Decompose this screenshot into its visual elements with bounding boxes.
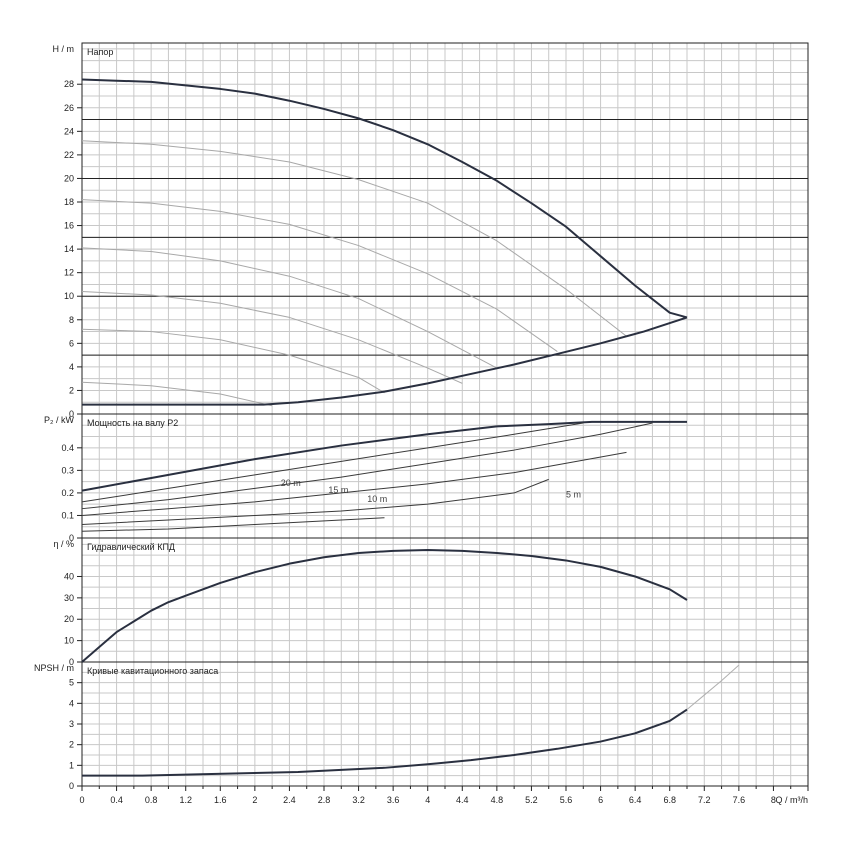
series-line xyxy=(81,420,687,492)
series-line xyxy=(81,247,498,369)
x-tick-label: 7.6 xyxy=(733,795,746,805)
x-tick-label: 0.4 xyxy=(110,795,123,805)
series-line xyxy=(81,422,653,510)
panel-title: Кривые кавитационного запаса xyxy=(87,666,218,676)
x-tick-label: 2 xyxy=(252,795,257,805)
series-line xyxy=(81,517,385,532)
y-tick-label: 10 xyxy=(64,636,74,646)
x-tick-label: 0.8 xyxy=(145,795,158,805)
series-line xyxy=(81,478,549,525)
y-axis-label: H / m xyxy=(53,44,75,54)
y-tick-label: 12 xyxy=(64,268,74,278)
series-line xyxy=(81,78,688,319)
y-tick-label: 20 xyxy=(64,614,74,624)
y-tick-label: 0 xyxy=(69,409,74,419)
y-tick-label: 0.4 xyxy=(61,443,74,453)
y-tick-label: 0 xyxy=(69,533,74,543)
series-line xyxy=(81,422,584,503)
series-line xyxy=(81,291,463,384)
y-tick-label: 20 xyxy=(64,173,74,183)
y-tick-label: 26 xyxy=(64,103,74,113)
series-line xyxy=(81,548,688,663)
series-line xyxy=(81,381,273,407)
y-tick-label: 28 xyxy=(64,79,74,89)
y-axis-label: η / % xyxy=(53,539,74,549)
panel-title: Мощность на валу P2 xyxy=(87,418,178,428)
x-tick-label: 8 xyxy=(771,795,776,805)
y-tick-label: 14 xyxy=(64,244,74,254)
series-line xyxy=(82,316,688,406)
y-tick-label: 10 xyxy=(64,291,74,301)
x-tick-label: 4.4 xyxy=(456,795,469,805)
y-tick-label: 1 xyxy=(69,760,74,770)
panel-title: Гидравлический КПД xyxy=(87,542,175,552)
y-tick-label: 0 xyxy=(69,781,74,791)
y-tick-label: 0.1 xyxy=(61,510,74,520)
x-tick-label: 2.8 xyxy=(318,795,331,805)
x-tick-label: 4.8 xyxy=(491,795,504,805)
x-tick-label: 0 xyxy=(79,795,84,805)
y-tick-label: 16 xyxy=(64,221,74,231)
y-tick-label: 18 xyxy=(64,197,74,207)
y-tick-label: 0 xyxy=(69,657,74,667)
grid-layer xyxy=(77,42,809,791)
curves-layer xyxy=(81,78,808,777)
curve-annotation: 10 m xyxy=(367,494,387,504)
series-line xyxy=(82,708,688,777)
y-tick-label: 3 xyxy=(69,719,74,729)
x-tick-label: 6 xyxy=(598,795,603,805)
y-tick-label: 0.2 xyxy=(61,488,74,498)
y-tick-label: 40 xyxy=(64,571,74,581)
curve-annotation: 15 m xyxy=(328,485,348,495)
y-tick-label: 6 xyxy=(69,338,74,348)
x-tick-label: 1.6 xyxy=(214,795,227,805)
series-line xyxy=(81,140,627,337)
y-tick-label: 30 xyxy=(64,593,74,603)
y-tick-label: 2 xyxy=(69,385,74,395)
y-tick-label: 22 xyxy=(64,150,74,160)
x-tick-label: 2.4 xyxy=(283,795,296,805)
y-tick-label: 8 xyxy=(69,315,74,325)
y-tick-label: 4 xyxy=(69,362,74,372)
series-line xyxy=(81,328,385,394)
x-tick-label: 4 xyxy=(425,795,430,805)
x-tick-label: 1.2 xyxy=(179,795,192,805)
y-tick-label: 0.3 xyxy=(61,465,74,475)
x-tick-label: 5.2 xyxy=(525,795,538,805)
x-tick-label: 5.6 xyxy=(560,795,573,805)
curve-annotation: 5 m xyxy=(566,489,581,499)
series-line xyxy=(686,664,740,710)
x-tick-label: 3.2 xyxy=(352,795,365,805)
x-tick-label: 3.6 xyxy=(387,795,400,805)
curve-annotation: 20 m xyxy=(281,478,301,488)
x-tick-label: 6.4 xyxy=(629,795,642,805)
y-axis-label: P₂ / kW xyxy=(44,415,74,425)
y-tick-label: 5 xyxy=(69,678,74,688)
y-tick-label: 2 xyxy=(69,740,74,750)
x-tick-label: 6.8 xyxy=(663,795,676,805)
series-line xyxy=(81,199,558,352)
panel-title: Напор xyxy=(87,47,113,57)
y-axis-label: NPSH / m xyxy=(34,663,74,673)
y-tick-label: 24 xyxy=(64,126,74,136)
y-tick-label: 4 xyxy=(69,698,74,708)
series-line xyxy=(81,451,627,516)
x-tick-label: 7.2 xyxy=(698,795,711,805)
x-axis-label: Q / m³/h xyxy=(775,795,808,805)
